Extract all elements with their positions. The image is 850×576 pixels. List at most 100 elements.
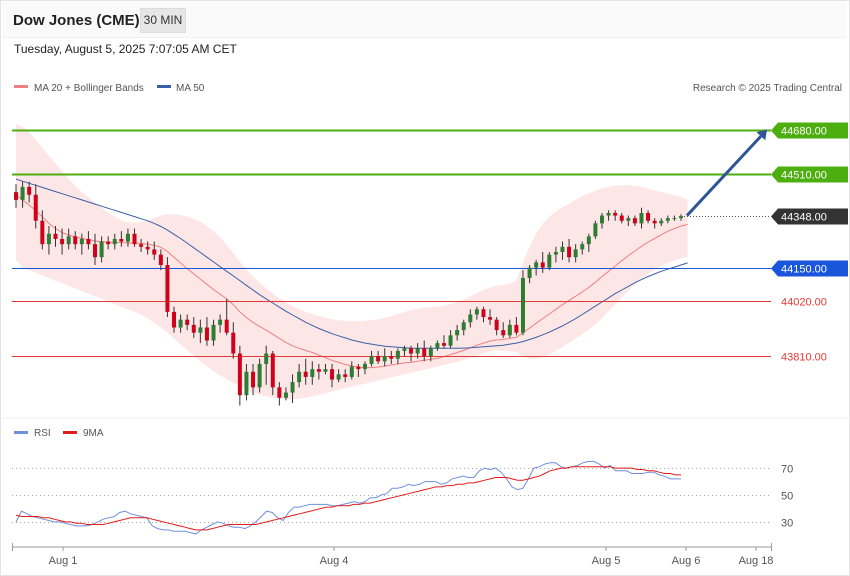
bollinger-band-fill [16, 124, 688, 400]
candle-body [316, 369, 321, 372]
candle [428, 345, 433, 362]
bollinger-band-area [16, 124, 688, 400]
candle [237, 345, 242, 406]
candle-body [336, 374, 341, 380]
candle [191, 317, 196, 338]
candle [580, 241, 585, 255]
candle [626, 215, 631, 226]
time-tick-label: Aug 4 [320, 555, 349, 567]
candle [501, 322, 506, 338]
candle-body [613, 212, 618, 216]
candle-body [632, 218, 637, 224]
candle [606, 210, 611, 221]
candle [283, 387, 288, 401]
forecast-arrow-shaft [685, 135, 762, 217]
candle [672, 215, 677, 221]
ma50-line [15, 178, 688, 349]
candle-body [185, 319, 190, 325]
candle-body [139, 244, 144, 247]
candle [257, 358, 262, 393]
candle [593, 220, 598, 239]
candle-body [356, 366, 361, 370]
candle-body [606, 212, 611, 216]
candle-body [86, 238, 91, 245]
candle [27, 181, 32, 203]
candle-body [481, 309, 486, 318]
candle [290, 374, 295, 403]
candle-body [474, 309, 479, 315]
candle [639, 207, 644, 229]
time-axis-ticks: Aug 1 Aug 4 Aug 5 Aug 6 Aug 18 [12, 543, 773, 567]
candle-body [257, 363, 262, 388]
candle [93, 233, 98, 266]
candle-body [461, 322, 466, 331]
candle-body [53, 233, 58, 239]
candle [369, 350, 374, 367]
candle [441, 335, 446, 349]
candle [264, 345, 269, 385]
level-tag-44348.00 [771, 208, 848, 225]
candle [86, 231, 91, 250]
level-label-44150.00: 44150.00 [781, 264, 827, 276]
candle-body [40, 220, 45, 245]
forecast-arrow-head [756, 129, 767, 141]
ma20-legend-swatch [14, 85, 28, 88]
rsi-ma-legend-label: 9MA [83, 428, 104, 439]
time-tick-label: Aug 1 [49, 555, 78, 567]
rsi-panel: 70 50 30 [12, 460, 793, 535]
candle [395, 348, 400, 364]
candle-body [224, 319, 229, 333]
level-label-44680.00: 44680.00 [781, 126, 827, 138]
candle-body [415, 348, 420, 354]
candle [73, 231, 78, 250]
candle [613, 210, 618, 221]
candle-body [494, 319, 499, 331]
rsi-tick-50: 50 [781, 491, 793, 503]
candle-body [145, 246, 150, 250]
candle-body [79, 238, 84, 245]
candle-body [402, 348, 407, 351]
candle [244, 363, 249, 401]
candle [659, 218, 664, 226]
candle-body [586, 236, 591, 245]
candle [316, 363, 321, 380]
ma50-legend-label: MA 50 [176, 83, 205, 94]
candle-body [231, 332, 236, 354]
candle-body [112, 238, 117, 245]
candle-body [191, 324, 196, 333]
candle-body [560, 246, 565, 252]
candle-body [573, 249, 578, 258]
candle [218, 314, 223, 333]
candle [586, 233, 591, 252]
candle [211, 319, 216, 346]
candle [679, 214, 683, 221]
candle-body [369, 356, 374, 364]
rsi-legend-swatch [14, 431, 28, 434]
time-tick-label: Aug 6 [672, 555, 701, 567]
candle-body [665, 218, 670, 221]
candle-body [362, 363, 367, 370]
candle [204, 317, 209, 346]
candle-body [165, 265, 170, 312]
research-credit: Research © 2025 Trading Central [693, 83, 842, 94]
candle [507, 319, 512, 338]
timeframe-button[interactable]: 30 MIN [140, 8, 186, 33]
candle [303, 358, 308, 385]
candle [14, 184, 18, 208]
candle-body [593, 223, 598, 237]
time-tick-label: Aug 5 [592, 555, 621, 567]
candle-body [349, 366, 354, 377]
rsi-tick-30: 30 [781, 518, 793, 530]
candle-body [33, 194, 38, 221]
candle [198, 319, 203, 344]
candle-body [198, 327, 203, 333]
candle [619, 212, 624, 224]
candle-body [639, 212, 644, 224]
candle [20, 181, 25, 208]
candle [540, 251, 545, 273]
candle [330, 363, 335, 388]
candlesticks [14, 181, 683, 406]
candle [646, 210, 651, 224]
candle-body [277, 387, 282, 398]
